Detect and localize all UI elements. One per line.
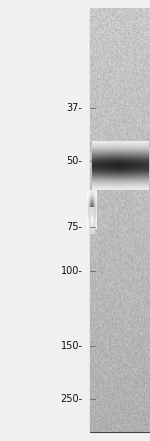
Text: 75-: 75-	[66, 222, 82, 232]
Text: 100-: 100-	[61, 266, 82, 276]
Bar	[90, 9, 150, 432]
Text: 150-: 150-	[60, 341, 82, 351]
Text: 37-: 37-	[67, 103, 82, 113]
Text: 250-: 250-	[60, 394, 82, 404]
Text: 50-: 50-	[67, 156, 82, 166]
